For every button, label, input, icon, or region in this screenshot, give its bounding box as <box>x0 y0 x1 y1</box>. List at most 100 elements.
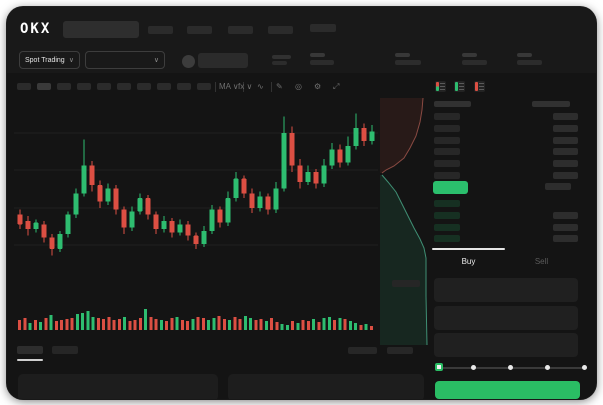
buy-tab-indicator <box>432 248 505 250</box>
line-tool-icon[interactable]: ∿ <box>257 82 264 91</box>
nav-item[interactable] <box>228 26 253 34</box>
stat-value <box>395 60 421 65</box>
chevron-down-icon: ∨ <box>68 56 74 64</box>
pair-name-placeholder[interactable] <box>198 53 248 68</box>
chart-bottom-tab[interactable] <box>52 346 78 354</box>
snapshot-tool-icon[interactable]: ◎ <box>295 82 302 91</box>
nav-item[interactable] <box>268 26 293 34</box>
price-placeholder <box>434 160 460 168</box>
timeframe-button[interactable] <box>77 83 91 90</box>
stat-value <box>462 60 487 65</box>
bid-row[interactable] <box>434 198 578 210</box>
amount-placeholder <box>553 160 578 168</box>
timeframe-button[interactable] <box>197 83 211 90</box>
amount-placeholder <box>553 223 578 231</box>
ask-row[interactable] <box>434 134 578 146</box>
buy-submit-button[interactable] <box>435 381 580 399</box>
ask-row[interactable] <box>434 169 578 181</box>
price-placeholder <box>434 125 460 133</box>
market-type-selector[interactable]: Spot Trading ∨ <box>19 51 80 69</box>
candlestick-chart[interactable] <box>14 96 378 288</box>
amount-field[interactable] <box>434 306 578 330</box>
orderbook-bids-view-icon[interactable] <box>454 81 466 92</box>
bottom-right-panel[interactable] <box>228 374 424 399</box>
overlay-dropdown-icon[interactable]: fx ∨ <box>238 82 253 91</box>
timeframe-button[interactable] <box>57 83 71 90</box>
orderbook-col-header-price <box>434 101 471 107</box>
orderbook-asks-view-icon[interactable] <box>473 81 485 92</box>
nav-item[interactable] <box>310 24 336 32</box>
price-placeholder <box>434 136 460 144</box>
active-tab-underline <box>17 359 43 361</box>
slider-stop[interactable] <box>471 365 476 370</box>
amount-placeholder <box>553 171 578 179</box>
stat-label <box>517 53 532 57</box>
price-placeholder <box>434 171 460 179</box>
orderbook-col-header-amount <box>532 101 570 107</box>
chart-bottom-tab-active[interactable] <box>17 346 43 354</box>
amount-placeholder <box>553 125 578 133</box>
bid-row[interactable] <box>434 210 578 222</box>
tab-buy[interactable]: Buy <box>461 257 476 266</box>
settings-tool-icon[interactable]: ⚙ <box>314 82 322 91</box>
ask-row[interactable] <box>434 146 578 158</box>
ask-row[interactable] <box>434 111 578 123</box>
nav-item[interactable] <box>187 26 212 34</box>
amount-placeholder <box>553 212 578 220</box>
slider-stop[interactable] <box>582 365 587 370</box>
draw-tool-icon[interactable]: ✎ <box>276 82 283 91</box>
nav-item[interactable] <box>148 26 173 34</box>
slider-handle[interactable] <box>435 363 443 371</box>
price-sub-placeholder <box>272 61 287 65</box>
timeframe-button[interactable] <box>137 83 151 90</box>
amount-placeholder <box>553 148 578 156</box>
tab-sell[interactable]: Sell <box>534 257 549 266</box>
chart-range-button[interactable] <box>348 347 377 354</box>
slider-stop[interactable] <box>508 365 513 370</box>
chart-range-button[interactable] <box>387 347 413 354</box>
stat-label <box>395 53 410 57</box>
timeframe-button[interactable] <box>157 83 171 90</box>
orderbook-combined-view-icon[interactable] <box>435 81 446 92</box>
stat-label <box>310 53 325 57</box>
timeframe-button[interactable] <box>117 83 131 90</box>
ask-row[interactable] <box>434 123 578 135</box>
total-field[interactable] <box>434 333 578 357</box>
bid-row[interactable] <box>434 221 578 233</box>
timeframe-button[interactable] <box>37 83 51 90</box>
pair-selector[interactable]: ∨ <box>85 51 165 69</box>
price-placeholder <box>434 113 460 121</box>
volume-chart[interactable] <box>14 297 378 331</box>
price-placeholder <box>434 223 460 231</box>
timeframe-button[interactable] <box>17 83 31 90</box>
price-field[interactable] <box>434 278 578 302</box>
slider-stop[interactable] <box>545 365 550 370</box>
stat-value <box>310 60 334 65</box>
orderbook-asks <box>434 111 578 181</box>
price-placeholder <box>272 55 291 59</box>
last-price-pill[interactable] <box>433 181 468 194</box>
okx-logo: OKX <box>20 21 52 37</box>
chevron-down-icon: ∨ <box>153 56 159 64</box>
market-type-label: Spot Trading <box>25 56 65 64</box>
fullscreen-tool-icon[interactable]: ⤢ <box>333 82 340 91</box>
bid-row[interactable] <box>434 233 578 245</box>
timeframe-button[interactable] <box>177 83 191 90</box>
price-placeholder <box>434 235 460 243</box>
amount-placeholder <box>553 235 578 243</box>
bottom-left-panel[interactable] <box>18 374 218 399</box>
app-window: OKX Spot Trading ∨ ∨ <box>7 7 596 399</box>
stat-label <box>462 53 477 57</box>
stat-value <box>517 60 542 65</box>
price-placeholder <box>434 200 460 208</box>
ask-row[interactable] <box>434 158 578 170</box>
percent-slider[interactable] <box>435 363 587 373</box>
amount-placeholder <box>553 113 578 121</box>
last-price-amount <box>545 183 571 190</box>
timeframe-button[interactable] <box>97 83 111 90</box>
depth-chart[interactable] <box>380 96 430 348</box>
indicator-dropdown-icon[interactable]: MA ∨ <box>219 82 239 91</box>
amount-placeholder <box>553 136 578 144</box>
search-input[interactable] <box>63 21 139 38</box>
